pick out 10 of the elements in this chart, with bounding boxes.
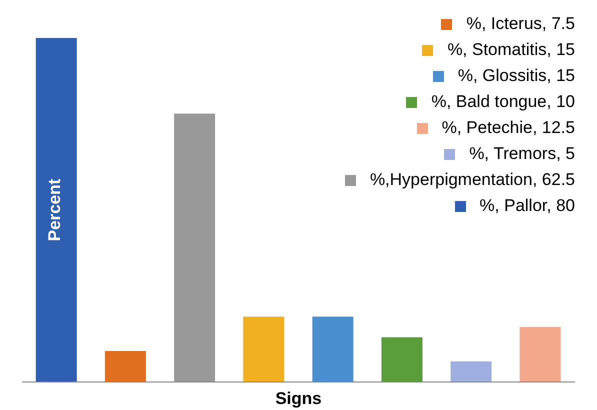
legend-label: %, Pallor, 80	[480, 196, 575, 216]
x-axis-title: Signs	[275, 389, 322, 408]
legend-label: %, Tremors, 5	[469, 144, 575, 164]
legend-label: %, Stomatitis, 15	[447, 40, 575, 60]
legend-label: %, Petechie, 12.5	[442, 118, 575, 138]
legend-label: %, Glossitis, 15	[458, 66, 575, 86]
y-axis-title: Percent	[45, 178, 65, 242]
legend-label: %, Icterus, 7.5	[466, 14, 575, 34]
legend-label: %, Bald tongue, 10	[431, 92, 575, 112]
legend-label: %,Hyperpigmentation, 62.5	[370, 170, 575, 190]
